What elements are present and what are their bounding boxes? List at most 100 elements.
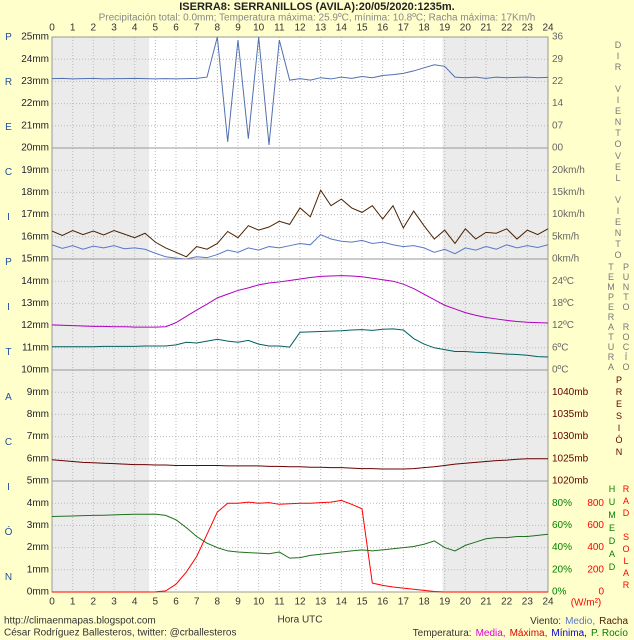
series-line	[51, 189, 549, 258]
series-line	[52, 328, 549, 358]
y-tick-label: 14	[552, 98, 564, 109]
y-tick-label: 24ºC	[552, 276, 574, 287]
y-tick-label: 1035mb	[552, 409, 589, 420]
y-tick-label: 80%	[552, 498, 572, 509]
y-tick-label: 1025mb	[552, 453, 589, 464]
y-tick-label: 13mm	[21, 298, 49, 309]
x-tick-label: 21	[480, 23, 492, 34]
x-tick-label: 9	[235, 23, 241, 34]
night-shading	[442, 37, 548, 592]
y2-tick-label: 200	[587, 564, 604, 575]
legend-item: Medio,	[565, 616, 595, 627]
x-tick-label: 18	[418, 23, 430, 34]
x-tick-label: 16	[377, 597, 389, 608]
x-tick-label: 1	[70, 597, 76, 608]
y-tick-label: 14mm	[21, 276, 49, 287]
y-tick-label: 10km/h	[552, 209, 585, 220]
x-tick-label: 3	[111, 23, 117, 34]
legend-item: P. Rocío	[591, 628, 628, 639]
x-tick-label: 14	[336, 597, 348, 608]
y-tick-label: 5km/h	[552, 231, 579, 242]
axis-title: PRESIÓN	[614, 375, 624, 459]
x-tick-label: 4	[132, 597, 138, 608]
panel-frame	[51, 480, 549, 593]
x-tick-label: 17	[398, 23, 410, 34]
x-tick-label: 8	[215, 597, 221, 608]
y-tick-label: 7mm	[27, 431, 49, 442]
x-tick-label: 6	[173, 23, 179, 34]
y-tick-label: 4mm	[27, 498, 49, 509]
y2-tick-label: 800	[587, 498, 604, 509]
series-line	[51, 36, 549, 145]
y-tick-label: 20mm	[21, 143, 49, 154]
y2-unit: (W/m²)	[571, 598, 602, 609]
series-line	[51, 233, 549, 260]
y-tick-label: 21mm	[21, 120, 49, 131]
x-tick-label: 16	[377, 23, 389, 34]
series-line	[51, 458, 548, 470]
y-tick-label: 2mm	[27, 542, 49, 553]
series-line	[51, 513, 549, 559]
x-tick-label: 20	[460, 23, 472, 34]
y-tick-label: 07	[552, 120, 564, 131]
x-tick-label: 0	[49, 597, 55, 608]
x-tick-label: 11	[274, 597, 285, 608]
x-tick-label: 1	[70, 23, 76, 34]
y-tick-label: 23mm	[21, 76, 49, 87]
y-tick-label: 0ºC	[552, 365, 568, 376]
y2-tick-label: 600	[587, 520, 604, 531]
y-tick-label: 0mm	[27, 587, 49, 598]
x-tick-label: 18	[418, 597, 430, 608]
y-tick-label: 18mm	[21, 187, 49, 198]
x-tick-label: 20	[460, 597, 472, 608]
x-tick-label: 11	[274, 23, 285, 34]
y-tick-label: 00	[552, 143, 564, 154]
chart-title: ISERRA8: SERRANILLOS (AVILA):20/05/2020:…	[179, 1, 455, 13]
x-tick-label: 8	[215, 23, 221, 34]
y-tick-label: 15km/h	[552, 187, 585, 198]
x-tick-label: 2	[91, 23, 97, 34]
x-tick-label: 0	[49, 23, 55, 34]
chart-subtitle: Precipitación total: 0.0mm; Temperatura …	[99, 13, 536, 24]
x-tick-label: 6	[173, 597, 179, 608]
axis-title: TEMPERATURA	[606, 262, 616, 372]
x-tick-label: 2	[91, 597, 97, 608]
y-tick-label: 20km/h	[552, 165, 585, 176]
axis-title: DIR VIENTO	[613, 40, 623, 150]
x-tick-label: 22	[501, 597, 513, 608]
credit: http://climaenmapas.blogspot.com	[4, 616, 156, 627]
y-tick-label: 12mm	[21, 320, 49, 331]
y-tick-label: 25mm	[21, 32, 49, 43]
y-tick-label: 20%	[552, 564, 572, 575]
y-tick-label: 1020mb	[552, 476, 589, 487]
y-tick-label: 16mm	[21, 231, 49, 242]
y-tick-label: 9mm	[27, 387, 49, 398]
axis-title: PUNTO ROCÍO	[621, 262, 631, 372]
x-tick-label: 9	[235, 597, 241, 608]
x-tick-label: 5	[153, 597, 159, 608]
y-tick-label: 10mm	[21, 365, 49, 376]
x-tick-label: 4	[132, 23, 138, 34]
y-tick-label: 22mm	[21, 98, 49, 109]
y-tick-label: 8mm	[27, 409, 49, 420]
x-tick-label: 10	[253, 23, 265, 34]
y-tick-label: 36	[552, 32, 564, 43]
axis-title: HUMEDAD	[607, 484, 617, 575]
series-line	[51, 275, 549, 328]
credit: César Rodríguez Ballesteros, twitter: @c…	[4, 628, 236, 639]
x-tick-label: 7	[194, 597, 200, 608]
x-tick-label: 24	[542, 23, 554, 34]
y-tick-label: 15mm	[21, 254, 49, 265]
y-tick-label: 12ºC	[552, 320, 574, 331]
x-tick-label: 12	[294, 23, 306, 34]
y-tick-label: 29	[552, 54, 564, 65]
y-tick-label: 6ºC	[552, 342, 568, 353]
axis-title: RAD SOLAR	[621, 484, 631, 592]
y-tick-label: 1040mb	[552, 387, 589, 398]
x-tick-label: 19	[439, 597, 451, 608]
y2-tick-label: 400	[587, 542, 604, 553]
x-tick-label: 14	[336, 23, 348, 34]
series-line	[52, 499, 548, 593]
